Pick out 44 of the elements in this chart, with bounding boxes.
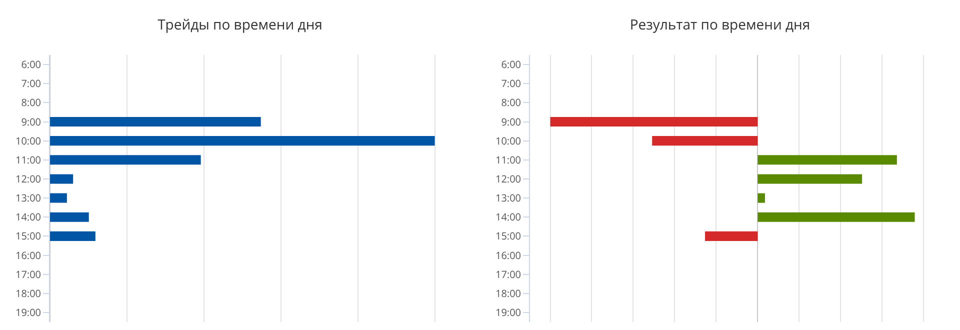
y-tick-label: 14:00 — [16, 210, 42, 224]
y-tick-label: 16:00 — [496, 248, 522, 262]
chart-title: Трейды по времени дня — [158, 16, 322, 35]
y-tick-label: 11:00 — [16, 152, 42, 166]
bar — [758, 212, 915, 222]
bar — [50, 231, 96, 241]
bar — [705, 231, 758, 241]
bar — [652, 136, 758, 146]
chart-title: Результат по времени дня — [630, 16, 810, 35]
y-tick-label: 12:00 — [496, 171, 522, 186]
y-tick-label: 17:00 — [16, 266, 42, 281]
y-tick-label: 8:00 — [501, 95, 522, 110]
y-tick-label: 9:00 — [501, 114, 522, 128]
y-tick-label: 13:00 — [496, 190, 522, 205]
y-tick-label: 6:00 — [501, 57, 522, 72]
bar — [758, 174, 862, 184]
bar — [50, 212, 89, 222]
y-tick-label: 14:00 — [496, 210, 522, 224]
y-tick-label: 19:00 — [16, 304, 42, 319]
bar — [50, 136, 435, 146]
y-tick-label: 17:00 — [496, 266, 522, 281]
bar — [550, 116, 758, 127]
y-tick-label: 18:00 — [16, 286, 42, 300]
bar — [50, 116, 261, 127]
y-tick-label: 8:00 — [21, 95, 42, 110]
bar — [50, 193, 67, 203]
y-tick-label: 10:00 — [496, 133, 522, 148]
y-tick-label: 18:00 — [496, 286, 522, 300]
y-tick-label: 19:00 — [496, 304, 522, 319]
y-tick-label: 10:00 — [16, 133, 42, 148]
y-tick-label: 7:00 — [501, 76, 522, 90]
y-tick-label: 11:00 — [496, 152, 522, 166]
y-tick-label: 12:00 — [16, 171, 42, 186]
y-tick-label: 16:00 — [16, 248, 42, 262]
y-tick-label: 7:00 — [21, 76, 42, 90]
y-tick-label: 13:00 — [16, 190, 42, 205]
y-tick-label: 9:00 — [21, 114, 42, 128]
bar — [50, 174, 74, 184]
bar — [758, 155, 897, 165]
bar — [50, 155, 201, 165]
y-tick-label: 15:00 — [496, 228, 522, 243]
bar — [758, 193, 765, 203]
y-tick-label: 6:00 — [21, 57, 42, 72]
y-tick-label: 15:00 — [16, 228, 42, 243]
